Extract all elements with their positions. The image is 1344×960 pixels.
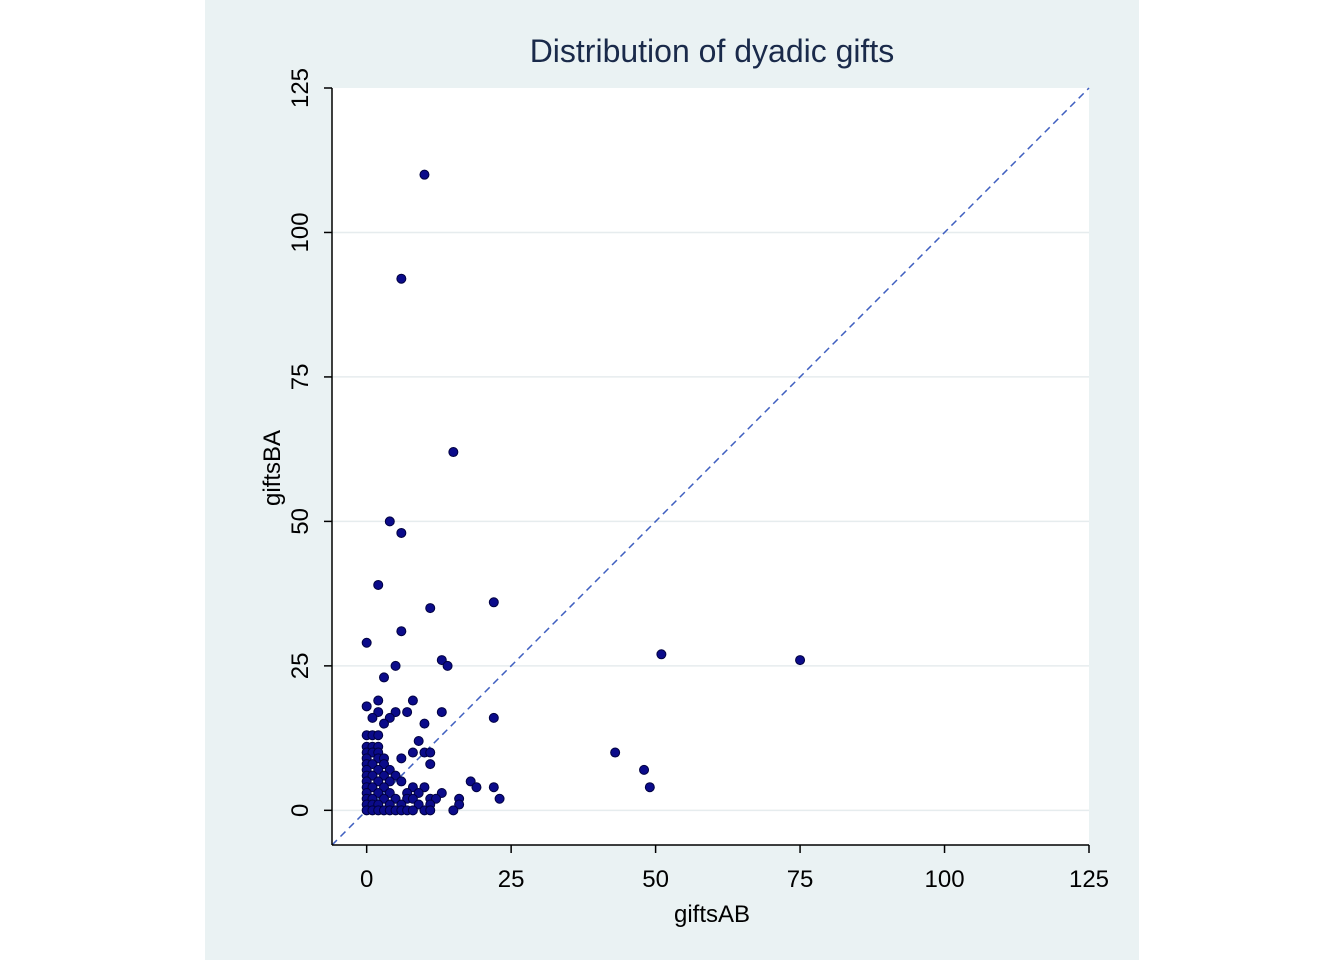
data-points (361, 169, 806, 816)
data-point-53 (639, 764, 650, 775)
data-point-12 (390, 660, 401, 671)
x-axis-title: giftsAB (674, 901, 750, 928)
data-point-38 (407, 747, 418, 758)
data-point-40 (425, 747, 436, 758)
data-point-9 (361, 637, 372, 648)
x-axis-ticks: 0 25 50 75 100 125 (360, 845, 1109, 893)
y-tick-label-5: 125 (287, 68, 314, 108)
data-point-21 (402, 707, 413, 718)
data-point-31 (413, 735, 424, 746)
data-point-30 (373, 730, 384, 741)
data-point-15 (795, 655, 806, 666)
y-tick-label-1: 25 (287, 653, 314, 680)
data-point-68 (471, 782, 482, 793)
y-tick-label-4: 100 (287, 212, 314, 252)
data-point-23 (367, 712, 378, 723)
x-tick-label-4: 100 (925, 866, 965, 893)
x-tick-label-5: 125 (1069, 866, 1109, 893)
chart-title: Distribution of dyadic gifts (530, 33, 895, 69)
data-point-11 (442, 660, 453, 671)
data-point-49 (425, 759, 436, 770)
data-point-16 (373, 695, 384, 706)
data-point-3 (384, 516, 395, 527)
data-point-18 (361, 701, 372, 712)
data-point-7 (488, 597, 499, 608)
data-point-17 (407, 695, 418, 706)
data-point-0 (419, 169, 430, 180)
data-point-26 (379, 718, 390, 729)
reference-line-y-equals-x (331, 87, 1090, 846)
data-point-6 (425, 603, 436, 614)
data-point-105 (425, 805, 436, 816)
data-point-41 (610, 747, 621, 758)
y-axis-title: giftsBA (259, 430, 286, 506)
y-tick-label-3: 75 (287, 364, 314, 391)
y-tick-label-2: 50 (287, 508, 314, 535)
data-point-2 (448, 447, 459, 458)
data-point-86 (494, 793, 505, 804)
data-point-45 (396, 753, 407, 764)
data-point-70 (644, 782, 655, 793)
data-point-61 (396, 776, 407, 787)
data-point-5 (373, 579, 384, 590)
data-point-106 (448, 805, 459, 816)
data-point-8 (396, 626, 407, 637)
data-point-1 (396, 273, 407, 284)
data-point-13 (379, 672, 390, 683)
data-point-14 (656, 649, 667, 660)
x-tick-label-0: 0 (360, 866, 373, 893)
y-tick-label-0: 0 (287, 804, 314, 817)
data-point-27 (419, 718, 430, 729)
x-tick-label-2: 50 (642, 866, 669, 893)
data-point-69 (488, 782, 499, 793)
data-point-25 (488, 712, 499, 723)
x-tick-label-3: 75 (787, 866, 814, 893)
y-axis-ticks: 0 25 50 75 100 125 (287, 68, 332, 817)
data-point-103 (407, 805, 418, 816)
data-point-22 (436, 707, 447, 718)
x-tick-label-1: 25 (498, 866, 525, 893)
data-point-4 (396, 527, 407, 538)
